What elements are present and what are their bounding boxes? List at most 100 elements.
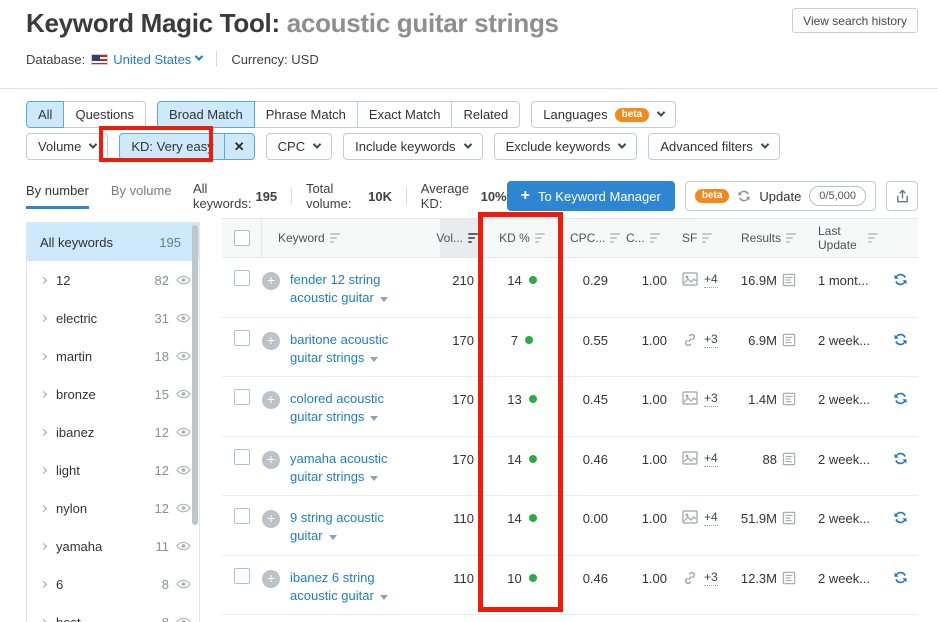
col-header-keyword[interactable]: Keyword	[262, 219, 440, 257]
expand-caret-icon[interactable]	[379, 594, 388, 600]
tab-related[interactable]: Related	[451, 101, 521, 128]
tab-exact-match[interactable]: Exact Match	[356, 101, 453, 128]
eye-icon[interactable]	[176, 617, 191, 622]
sidebar-item-all-keywords[interactable]: All keywords 195	[27, 223, 199, 261]
col-header-cpc[interactable]: CPC...	[562, 219, 621, 257]
keyword-link[interactable]: 9 string acoustic guitar	[290, 510, 384, 543]
refresh-cell[interactable]	[882, 377, 918, 436]
serp-features-more[interactable]: +4	[704, 450, 718, 467]
serp-features-more[interactable]: +4	[704, 510, 718, 526]
advanced-filters-dropdown[interactable]: Advanced filters	[648, 133, 780, 160]
row-checkbox[interactable]	[234, 508, 250, 524]
row-checkbox[interactable]	[234, 567, 250, 584]
chevron-right-icon[interactable]	[39, 390, 48, 398]
serp-features-more[interactable]: +3	[704, 331, 718, 348]
chevron-right-icon[interactable]	[39, 352, 48, 360]
eye-icon[interactable]	[176, 389, 191, 399]
chevron-right-icon[interactable]	[39, 618, 48, 622]
serp-icon[interactable]	[782, 452, 796, 466]
sidebar-item-light[interactable]: light 12	[27, 451, 199, 489]
chevron-right-icon[interactable]	[39, 466, 48, 474]
tab-broad-match[interactable]: Broad Match	[157, 101, 255, 128]
exclude-keywords-dropdown[interactable]: Exclude keywords	[493, 133, 638, 160]
col-header-sf[interactable]: SF	[672, 219, 730, 257]
sidebar-scrollbar[interactable]	[192, 225, 198, 525]
serp-features-more[interactable]: +4	[704, 272, 718, 288]
row-checkbox[interactable]	[234, 270, 250, 286]
col-header-last-update[interactable]: Last Update	[800, 219, 882, 257]
expand-caret-icon[interactable]	[328, 535, 337, 540]
chevron-right-icon[interactable]	[39, 542, 48, 550]
keyword-link[interactable]: ibanez 6 string acoustic guitar	[290, 569, 388, 605]
to-keyword-manager-button[interactable]: + To Keyword Manager	[506, 181, 675, 211]
kd-filter-close-icon[interactable]: ✕	[223, 134, 254, 159]
serp-icon[interactable]	[782, 333, 796, 347]
sidebar-item-electric[interactable]: electric 31	[27, 299, 199, 337]
chevron-right-icon[interactable]	[39, 504, 48, 512]
eye-icon[interactable]	[176, 313, 191, 323]
col-header-kd[interactable]: KD %	[482, 219, 562, 257]
export-button[interactable]	[886, 181, 918, 211]
refresh-cell[interactable]	[882, 556, 918, 615]
col-header-volume[interactable]: Vol...	[436, 219, 482, 257]
eye-icon[interactable]	[176, 503, 191, 513]
keyword-link[interactable]: yamaha acoustic guitar strings	[290, 450, 388, 484]
col-header-com[interactable]: C...	[620, 219, 672, 257]
col-header-results[interactable]: Results	[730, 219, 800, 257]
eye-icon[interactable]	[176, 275, 191, 285]
expand-caret-icon[interactable]	[370, 475, 379, 481]
sidebar-item-ibanez[interactable]: ibanez 12	[27, 413, 199, 451]
languages-dropdown[interactable]: Languages beta	[531, 101, 677, 128]
refresh-cell[interactable]	[882, 318, 918, 377]
sidebar-item-best[interactable]: best 8	[27, 603, 199, 622]
update-metrics-button[interactable]: beta Update 0/5,000	[684, 181, 876, 211]
sidebar-item-6[interactable]: 6 8	[27, 565, 199, 603]
refresh-cell[interactable]	[882, 258, 918, 317]
keyword-link[interactable]: fender 12 string acoustic guitar	[290, 271, 388, 307]
keyword-link[interactable]: baritone acoustic guitar strings	[290, 331, 389, 365]
eye-icon[interactable]	[176, 579, 191, 589]
refresh-cell[interactable]	[882, 437, 918, 496]
add-keyword-icon[interactable]: +	[262, 391, 280, 409]
serp-icon[interactable]	[782, 273, 796, 287]
row-checkbox[interactable]	[234, 389, 250, 405]
include-keywords-dropdown[interactable]: Include keywords	[343, 133, 483, 160]
chevron-right-icon[interactable]	[39, 428, 48, 436]
eye-icon[interactable]	[176, 427, 191, 437]
add-keyword-icon[interactable]: +	[262, 331, 280, 350]
serp-features-more[interactable]: +3	[704, 391, 718, 407]
add-keyword-icon[interactable]: +	[262, 569, 280, 588]
keyword-link[interactable]: colored acoustic guitar strings	[290, 391, 384, 424]
serp-icon[interactable]	[782, 571, 796, 585]
expand-caret-icon[interactable]	[379, 297, 388, 302]
tab-questions[interactable]: Questions	[63, 101, 146, 128]
add-keyword-icon[interactable]: +	[262, 450, 280, 469]
sidebar-item-bronze[interactable]: bronze 15	[27, 375, 199, 413]
database-selector[interactable]: United States	[113, 52, 204, 67]
chevron-right-icon[interactable]	[39, 580, 48, 588]
sidebar-item-yamaha[interactable]: yamaha 11	[27, 527, 199, 565]
view-by-volume[interactable]: By volume	[110, 183, 172, 198]
volume-filter-dropdown[interactable]: Volume	[26, 133, 109, 160]
row-checkbox[interactable]	[234, 448, 250, 465]
kd-filter-chip[interactable]: KD: Very easy ✕	[119, 133, 255, 160]
eye-icon[interactable]	[176, 351, 191, 361]
view-search-history-button[interactable]: View search history	[792, 8, 918, 33]
eye-icon[interactable]	[176, 541, 191, 551]
sidebar-item-12[interactable]: 12 82	[27, 261, 199, 299]
chevron-right-icon[interactable]	[39, 314, 48, 322]
add-keyword-icon[interactable]: +	[262, 272, 280, 290]
select-all-checkbox[interactable]	[233, 230, 250, 246]
serp-features-more[interactable]: +3	[704, 569, 718, 586]
sidebar-item-martin[interactable]: martin 18	[27, 337, 199, 375]
cpc-filter-dropdown[interactable]: CPC	[265, 133, 333, 160]
sidebar-item-nylon[interactable]: nylon 12	[27, 489, 199, 527]
add-keyword-icon[interactable]: +	[262, 510, 280, 528]
tab-all[interactable]: All	[26, 101, 65, 128]
view-by-number[interactable]: By number	[26, 183, 89, 209]
refresh-cell[interactable]	[882, 496, 918, 555]
expand-caret-icon[interactable]	[370, 356, 379, 362]
serp-icon[interactable]	[782, 511, 796, 525]
eye-icon[interactable]	[176, 465, 191, 475]
expand-caret-icon[interactable]	[370, 416, 379, 421]
